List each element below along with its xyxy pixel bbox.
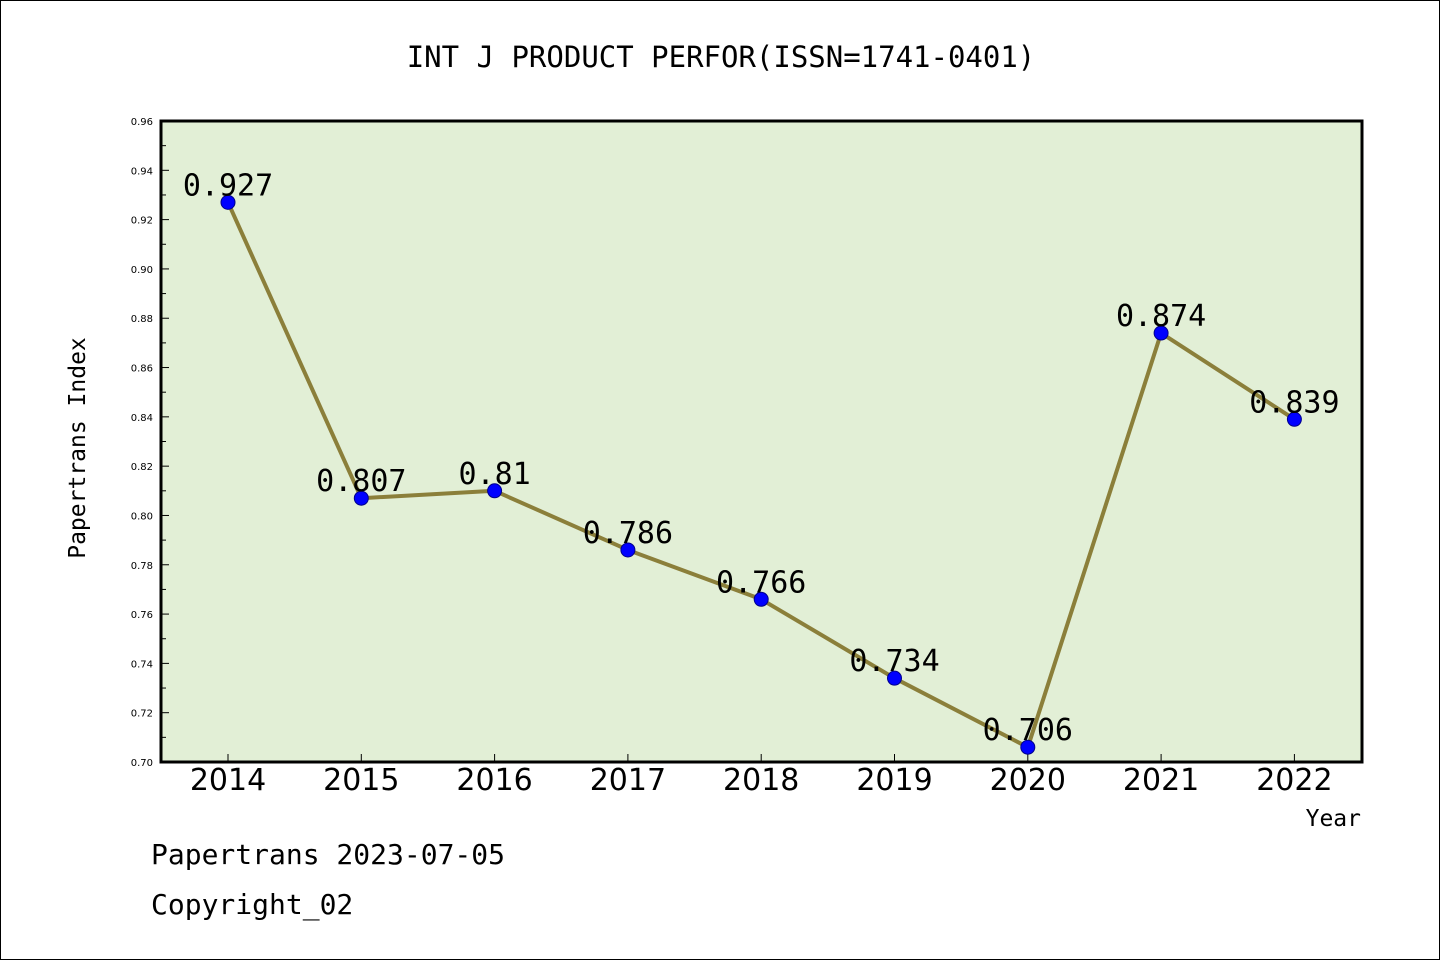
- x-tick-label: 2017: [590, 763, 666, 798]
- data-label-group: 0.927 0.807 0.81 0.786 0.766 0.734 0.706 0.874 0…: [183, 168, 1340, 748]
- y-tick-label: 0.96: [131, 117, 153, 128]
- data-point-marker: [1153, 325, 1169, 341]
- plot-border: [159, 119, 1364, 764]
- data-point-marker: [487, 483, 503, 499]
- x-tick-label: 2019: [856, 763, 932, 798]
- y-tick-label: 0.70: [131, 758, 153, 769]
- y-tick-label: 0.84: [131, 413, 153, 424]
- data-point-marker: [620, 542, 636, 558]
- data-point-marker: [887, 670, 902, 686]
- x-tick-label: 2022: [1256, 763, 1332, 798]
- y-tick-label: 0.74: [131, 659, 153, 670]
- data-point-marker: [753, 591, 769, 607]
- x-tick-label: 2020: [990, 763, 1066, 798]
- data-point-marker: [220, 194, 236, 210]
- data-label: 0.766: [716, 565, 806, 600]
- y-tick-label: 0.94: [131, 166, 153, 177]
- data-point-marker: [353, 490, 369, 506]
- data-point-marker: [1286, 411, 1302, 427]
- data-label: 0.786: [583, 516, 673, 551]
- y-tick-label: 0.92: [131, 216, 153, 227]
- plot-area: [161, 121, 1362, 762]
- data-label: 0.706: [983, 713, 1073, 748]
- data-label: 0.807: [316, 464, 406, 499]
- y-tick-label: 0.90: [131, 265, 153, 276]
- y-tick-label: 0.76: [131, 610, 153, 621]
- data-label: 0.839: [1249, 385, 1339, 420]
- y-tick-label: 0.82: [131, 462, 153, 473]
- footer-copyright: Copyright_02: [151, 888, 353, 922]
- data-label: 0.927: [183, 168, 273, 203]
- data-label: 0.734: [849, 644, 939, 679]
- data-label: 0.874: [1116, 299, 1206, 334]
- series-line-group: [220, 194, 1302, 755]
- x-tick-label: 2016: [456, 763, 532, 798]
- x-tick-label: 2021: [1123, 763, 1199, 798]
- data-point-marker: [1020, 739, 1036, 755]
- y-tick-label: 0.78: [131, 561, 153, 572]
- x-axis: 2014 2015 2016 2017 2018 2019 2020 2021 2022: [190, 754, 1333, 798]
- x-axis-label: Year: [1306, 806, 1361, 832]
- x-tick-label: 2018: [723, 763, 799, 798]
- y-axis: 0.70 0.72 0.74 0.76 0.78 0.80 0.82 0.84 0.86 0.88…: [131, 117, 169, 769]
- data-label: 0.81: [458, 457, 530, 492]
- y-axis-label: Papertrans Index: [65, 337, 91, 559]
- y-tick-label: 0.80: [131, 511, 153, 522]
- x-tick-label: 2014: [190, 763, 266, 798]
- footer-date: Papertrans 2023-07-05: [151, 838, 505, 871]
- y-tick-label: 0.72: [131, 709, 153, 720]
- x-tick-label: 2015: [323, 763, 399, 798]
- y-tick-label: 0.86: [131, 364, 153, 375]
- chart-title: INT J PRODUCT PERFOR(ISSN=1741-0401): [407, 40, 1036, 74]
- y-tick-label: 0.88: [131, 314, 153, 325]
